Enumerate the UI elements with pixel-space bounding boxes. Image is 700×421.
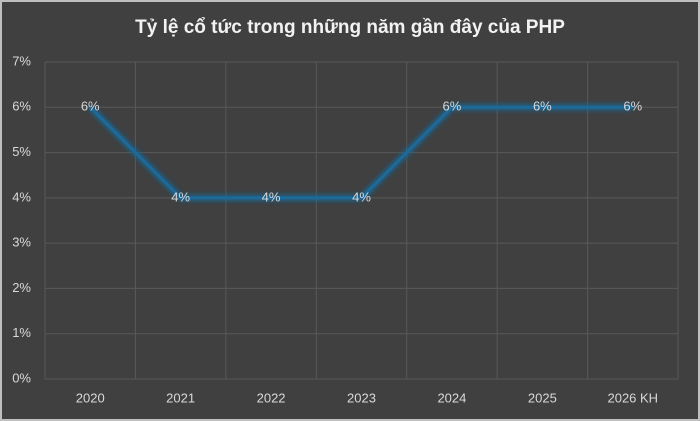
x-tick-label: 2020 <box>76 390 105 405</box>
data-label: 6% <box>533 99 552 114</box>
y-tick-label: 4% <box>12 189 31 204</box>
line <box>89 105 633 200</box>
y-tick-label: 7% <box>12 53 31 68</box>
data-label: 6% <box>81 99 100 114</box>
y-tick-label: 6% <box>12 99 31 114</box>
y-tick-label: 1% <box>12 325 31 340</box>
data-label: 4% <box>262 189 281 204</box>
data-label: 6% <box>623 99 642 114</box>
chart-title: Tỷ lệ cổ tức trong những năm gần đây của… <box>135 17 565 38</box>
x-tick-label: 2023 <box>347 390 376 405</box>
x-tick-label: 2021 <box>166 390 195 405</box>
x-tick-label: 2024 <box>437 390 466 405</box>
data-label: 6% <box>443 99 462 114</box>
y-tick-label: 5% <box>12 144 31 159</box>
x-tick-label: 2026 KH <box>607 390 658 405</box>
data-label: 4% <box>352 189 371 204</box>
x-tick-label: 2025 <box>528 390 557 405</box>
y-tick-label: 0% <box>12 370 31 385</box>
y-tick-label: 3% <box>12 235 31 250</box>
y-tick-label: 2% <box>12 280 31 295</box>
data-label: 4% <box>171 189 190 204</box>
x-tick-label: 2022 <box>257 390 286 405</box>
